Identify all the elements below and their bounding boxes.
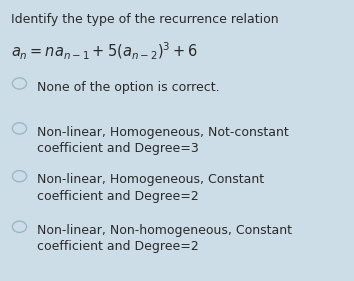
Text: Non-linear, Homogeneous, Constant
coefficient and Degree=2: Non-linear, Homogeneous, Constant coeffi… xyxy=(37,173,264,203)
Text: Non-linear, Homogeneous, Not-constant
coefficient and Degree=3: Non-linear, Homogeneous, Not-constant co… xyxy=(37,126,289,155)
Text: Identify the type of the recurrence relation: Identify the type of the recurrence rela… xyxy=(11,13,278,26)
Text: None of the option is correct.: None of the option is correct. xyxy=(37,81,220,94)
Text: Non-linear, Non-homogeneous, Constant
coefficient and Degree=2: Non-linear, Non-homogeneous, Constant co… xyxy=(37,224,292,253)
Text: $a_n = na_{n-1} + 5(a_{n-2})^3 + 6$: $a_n = na_{n-1} + 5(a_{n-2})^3 + 6$ xyxy=(11,41,198,62)
